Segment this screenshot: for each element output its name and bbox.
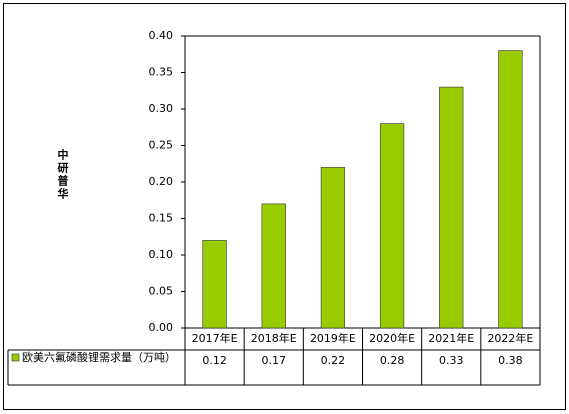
y-tick-label: 0.00 bbox=[149, 321, 174, 334]
table-value: 0.38 bbox=[498, 354, 523, 367]
table-value: 0.28 bbox=[380, 354, 405, 367]
x-tick-label: 2022年E bbox=[487, 331, 533, 345]
y-tick-label: 0.40 bbox=[149, 29, 174, 42]
bar bbox=[320, 167, 346, 329]
x-tick-label: 2020年E bbox=[369, 331, 415, 345]
table-value: 0.22 bbox=[321, 354, 346, 367]
bar bbox=[498, 50, 523, 329]
y-tick-label: 0.10 bbox=[149, 248, 174, 261]
y-tick-label: 0.20 bbox=[149, 175, 174, 188]
y-tick-label: 0.35 bbox=[149, 66, 174, 79]
bar bbox=[261, 203, 286, 329]
bar bbox=[379, 123, 405, 329]
bar bbox=[439, 86, 464, 329]
x-tick-label: 2019年E bbox=[310, 331, 356, 345]
y-tick-label: 0.30 bbox=[149, 102, 174, 115]
y-tick-label: 0.05 bbox=[149, 285, 174, 298]
x-tick-label: 2018年E bbox=[251, 331, 297, 345]
chart-border bbox=[3, 3, 566, 410]
legend-swatch bbox=[11, 353, 20, 362]
table-value: 0.33 bbox=[439, 354, 464, 367]
x-tick-label: 2021年E bbox=[428, 331, 474, 345]
legend-label-box: 欧美六氟磷酸锂需求量（万吨） bbox=[22, 351, 176, 364]
y-tick-label: 0.25 bbox=[149, 139, 174, 152]
table-value: 0.17 bbox=[262, 354, 287, 367]
table-value: 0.12 bbox=[202, 354, 227, 367]
x-tick-label: 2017年E bbox=[192, 331, 238, 345]
bar bbox=[202, 240, 227, 329]
y-axis-label: 中研普华 bbox=[56, 148, 69, 201]
legend-label: 欧美六氟磷酸锂需求量（万吨） bbox=[22, 351, 176, 364]
y-tick-label: 0.15 bbox=[149, 212, 174, 225]
